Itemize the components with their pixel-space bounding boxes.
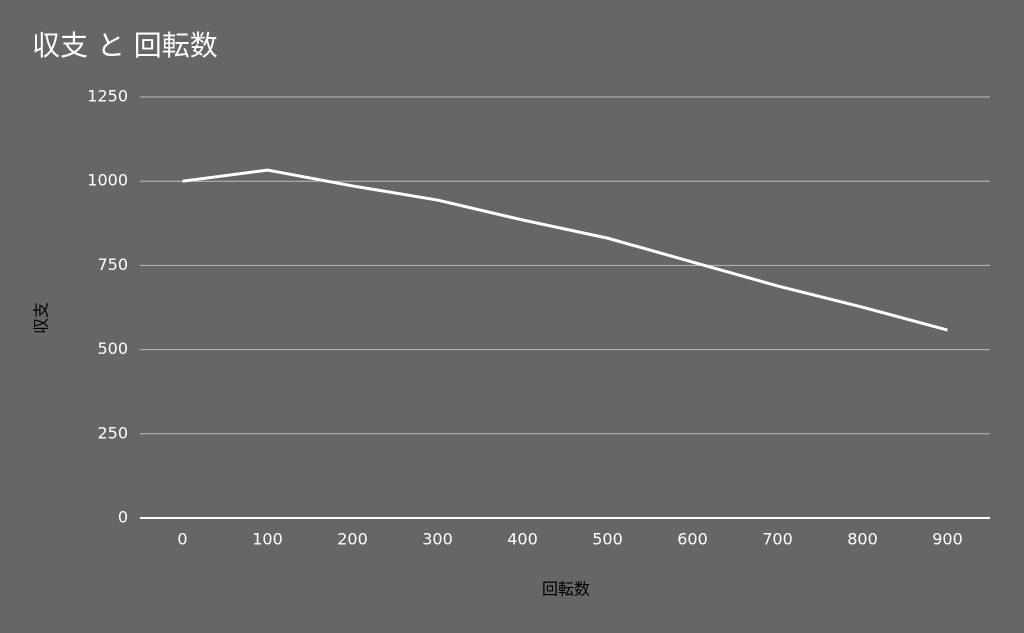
x-tick-label: 400 bbox=[507, 530, 538, 549]
x-tick-label: 200 bbox=[337, 530, 368, 549]
y-axis-label: 収支 bbox=[32, 302, 51, 334]
y-tick-label: 1000 bbox=[87, 171, 128, 190]
x-tick-label: 700 bbox=[762, 530, 793, 549]
y-tick-label: 500 bbox=[97, 339, 128, 358]
x-tick-label: 900 bbox=[932, 530, 963, 549]
x-tick-label: 800 bbox=[847, 530, 878, 549]
x-tick-label: 500 bbox=[592, 530, 623, 549]
data-line bbox=[182, 168, 948, 332]
y-tick-label: 1250 bbox=[87, 87, 128, 106]
chart-title: 収支 と 回転数 bbox=[32, 29, 218, 62]
x-tick-label: 0 bbox=[177, 530, 187, 549]
y-tick-label: 250 bbox=[97, 423, 128, 442]
y-tick-label: 0 bbox=[118, 508, 128, 527]
x-tick-label: 600 bbox=[677, 530, 708, 549]
x-tick-label: 100 bbox=[252, 530, 283, 549]
x-tick-label: 300 bbox=[422, 530, 453, 549]
x-axis-label: 回転数 bbox=[542, 580, 590, 599]
y-tick-label: 750 bbox=[97, 255, 128, 274]
